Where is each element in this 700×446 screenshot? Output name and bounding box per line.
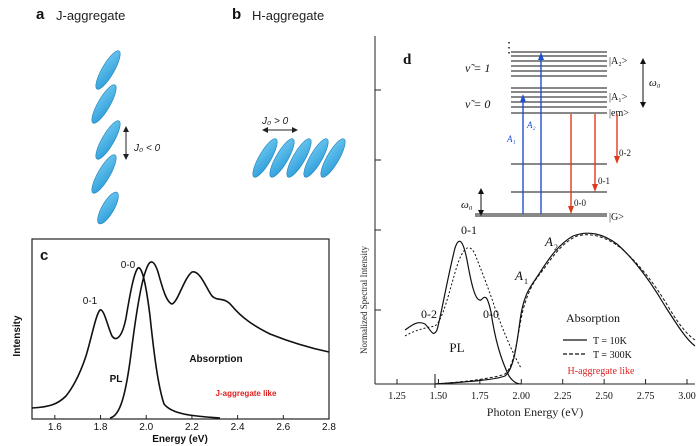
x-tick-label: 2.4 [231,422,245,433]
svg-text:2: 2 [554,243,558,252]
x-tick-label: 2.6 [276,422,290,433]
peak-label-0-1: 0-1 [83,296,98,307]
x-tick-label: 1.25 [388,391,406,402]
h-molecule [252,138,278,178]
panel-a-title: J-aggregate [56,8,126,23]
panel-d-ylabel: Normalized Spectral Intensity [359,246,369,354]
arrow-label-A2: A₂ [526,120,536,130]
j-molecule [91,154,117,194]
h-molecule [320,138,346,178]
x-tick-label: 2.25 [554,391,572,402]
x-tick-label: 1.6 [48,422,62,433]
absorption-curve-300k [434,234,696,385]
panel-d-xlabel: Photon Energy (eV) [487,405,583,419]
panel-d-letter: d [403,52,412,68]
panel-a-letter: a [36,6,45,23]
panel-c-ylabel: Intensity [12,315,23,357]
state-A1: |A₁> [609,92,628,103]
pl-curve-10k [404,240,522,385]
panel-c-frame [31,238,330,420]
panel-b-title: H-aggregate [252,8,325,23]
j-coupling-label: J₀ < 0 [134,143,161,154]
svg-text:1: 1 [524,277,528,286]
x-tick-label: 1.8 [94,422,108,433]
h-aggregate-note: H-aggregate like [568,366,635,377]
transition-label-0-0: 0-0 [574,198,586,208]
panel-d-x-ticks: 1.25 1.50 1.75 2.00 2.25 2.50 2.75 3.00 [388,379,696,402]
j-molecule [91,84,117,124]
x-tick-label: 1.50 [430,391,448,402]
panel-c-letter: c [40,247,48,264]
ground-vibronic-levels [511,163,607,215]
j-molecule [95,120,121,160]
x-tick-label: 2.0 [139,422,153,433]
absorption-peak-A2: A 2 [544,234,558,252]
h-coupling-label: J₀ > 0 [262,116,289,127]
h-molecule [303,138,329,178]
h-aggregate-diagram [252,127,346,178]
more-levels-dots: ⋮ [502,41,516,56]
absorption-label: Absorption [566,311,620,325]
nu-0-label: ν̃ = 0 [465,97,490,111]
transition-label-0-1: 0-1 [598,176,610,186]
state-G: |G> [609,212,624,223]
upper-levels [511,51,607,114]
absorption-curve-10k [434,232,696,385]
peak-label-0-0: 0-0 [483,307,499,321]
legend-300k: T = 300K [593,350,633,361]
svg-text:A: A [544,234,553,249]
pl-label: PL [449,340,464,355]
x-tick-label: 2.00 [513,391,531,402]
panel-c-chart: c Intensity 1.6 1.8 2.0 2.2 2.4 2.6 2.8 Energy… [12,238,336,445]
peak-label-0-0: 0-0 [121,260,136,271]
legend-10k: T = 10K [593,336,628,347]
j-molecule [95,50,121,90]
absorption-peak-A1: A 1 [514,268,528,286]
x-tick-label: 2.8 [322,422,336,433]
panel-d-chart: 1.25 1.50 1.75 2.00 2.25 2.50 2.75 3.00 Normali… [359,36,696,419]
j-aggregate-diagram [91,50,129,225]
j-molecule [97,191,119,225]
peak-label-0-2: 0-2 [421,307,437,321]
x-tick-label: 3.00 [678,391,696,402]
peak-label-0-1: 0-1 [461,223,477,237]
panel-c-xlabel: Energy (eV) [152,434,208,445]
panel-b-letter: b [232,6,242,23]
x-tick-label: 2.2 [185,422,199,433]
svg-text:A: A [514,268,523,283]
absorption-curve [109,261,330,419]
panel-c-x-ticks: 1.6 1.8 2.0 2.2 2.4 2.6 2.8 [48,415,336,433]
x-tick-label: 1.75 [471,391,489,402]
arrow-label-A1: A₁ [506,134,516,144]
transition-label-0-2: 0-2 [619,148,631,158]
state-em: |em> [609,108,629,119]
omega0-label-top: ω₀ [649,77,661,89]
j-aggregate-note: J-aggregate like [216,389,277,398]
pl-label: PL [110,374,123,385]
omega0-label-bottom: ω₀ [461,199,473,211]
x-tick-label: 2.50 [595,391,613,402]
h-molecule [269,138,295,178]
legend: T = 10K T = 300K [563,336,633,361]
h-molecule [286,138,312,178]
absorption-label: Absorption [189,354,242,365]
x-tick-label: 2.75 [637,391,655,402]
state-A2: |A₂> [609,56,628,67]
nu-1-label: ν̃ = 1 [465,61,490,75]
pl-curve [31,267,221,419]
